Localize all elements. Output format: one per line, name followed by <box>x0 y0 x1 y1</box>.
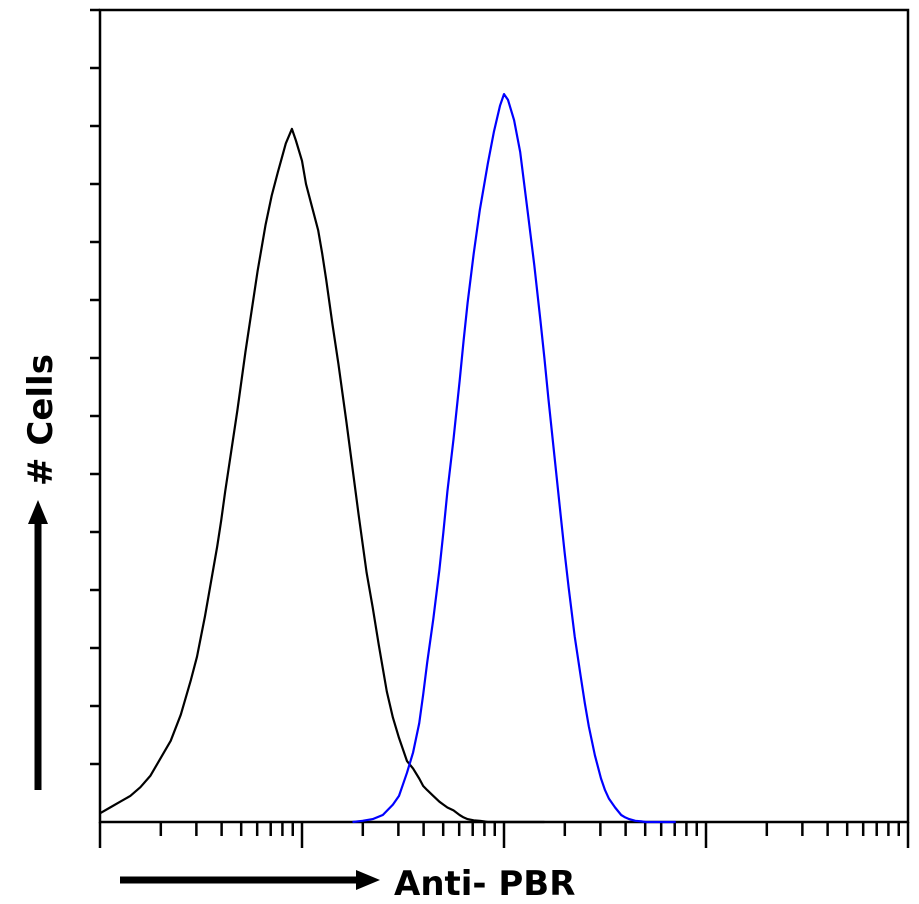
x-axis-ticks <box>98 822 910 848</box>
series-layer <box>99 92 676 824</box>
y-axis-ticks <box>90 8 100 766</box>
x-axis-label: Anti- PBR <box>394 864 575 904</box>
x-axis-arrow-head <box>356 870 380 890</box>
y-axis-arrow-head <box>28 500 48 524</box>
plot-frame <box>98 8 910 824</box>
series-line-2 <box>352 92 676 824</box>
y-axis-label: # Cells <box>21 354 61 486</box>
series-line-1 <box>99 127 545 824</box>
